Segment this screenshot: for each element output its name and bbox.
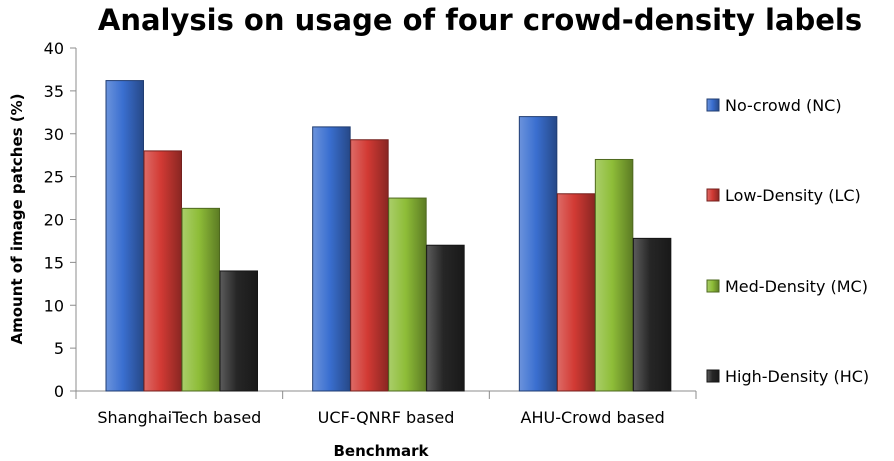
legend-label: No-crowd (NC)	[725, 96, 842, 115]
y-tick-label: 5	[54, 339, 64, 358]
y-tick-label: 35	[44, 82, 64, 101]
bar-low-density-lc	[143, 150, 182, 392]
category-labels: ShanghaiTech based UCF-QNRF based AHU-Crow…	[97, 408, 664, 427]
bar-no-crowd-nc	[312, 126, 351, 392]
legend-label: High-Density (HC)	[725, 367, 869, 386]
legend-swatch	[706, 279, 720, 293]
chart-title: Analysis on usage of four crowd-density …	[98, 3, 862, 37]
bar-low-density-lc	[350, 139, 389, 392]
bar-no-crowd-nc	[105, 80, 144, 392]
legend: No-crowd (NC) Low-Density (LC) Med-Density…	[706, 96, 869, 386]
bar-high-density-hc	[426, 244, 465, 392]
legend-swatch	[706, 188, 720, 202]
y-tick-label: 15	[44, 253, 64, 272]
y-tick-label: 10	[44, 296, 64, 315]
y-tick-label: 20	[44, 211, 64, 230]
y-tick-label: 0	[54, 382, 64, 401]
legend-swatch	[706, 369, 720, 383]
y-tick-label: 30	[44, 125, 64, 144]
bars	[105, 80, 672, 392]
bar-med-density-mc	[388, 197, 427, 392]
category-label: UCF-QNRF based	[318, 408, 455, 427]
y-tick-label: 25	[44, 168, 64, 187]
bar-no-crowd-nc	[518, 116, 558, 392]
bar-med-density-mc	[594, 158, 634, 392]
category-label: ShanghaiTech based	[97, 408, 261, 427]
legend-swatch	[706, 98, 720, 112]
bar-low-density-lc	[556, 193, 596, 392]
legend-label: Med-Density (MC)	[725, 277, 868, 296]
category-label: AHU-Crowd based	[521, 408, 665, 427]
bar-high-density-hc	[632, 237, 672, 392]
y-tick-label: 40	[44, 39, 64, 58]
y-tick-labels: 0 5 10 15 20 25 30 35 40	[44, 39, 64, 401]
x-axis-title: Benchmark	[334, 442, 430, 460]
bar-high-density-hc	[219, 270, 258, 392]
bar-med-density-mc	[181, 207, 220, 392]
y-axis-title: Amount of image patches (%)	[8, 93, 26, 344]
legend-label: Low-Density (LC)	[725, 186, 861, 205]
